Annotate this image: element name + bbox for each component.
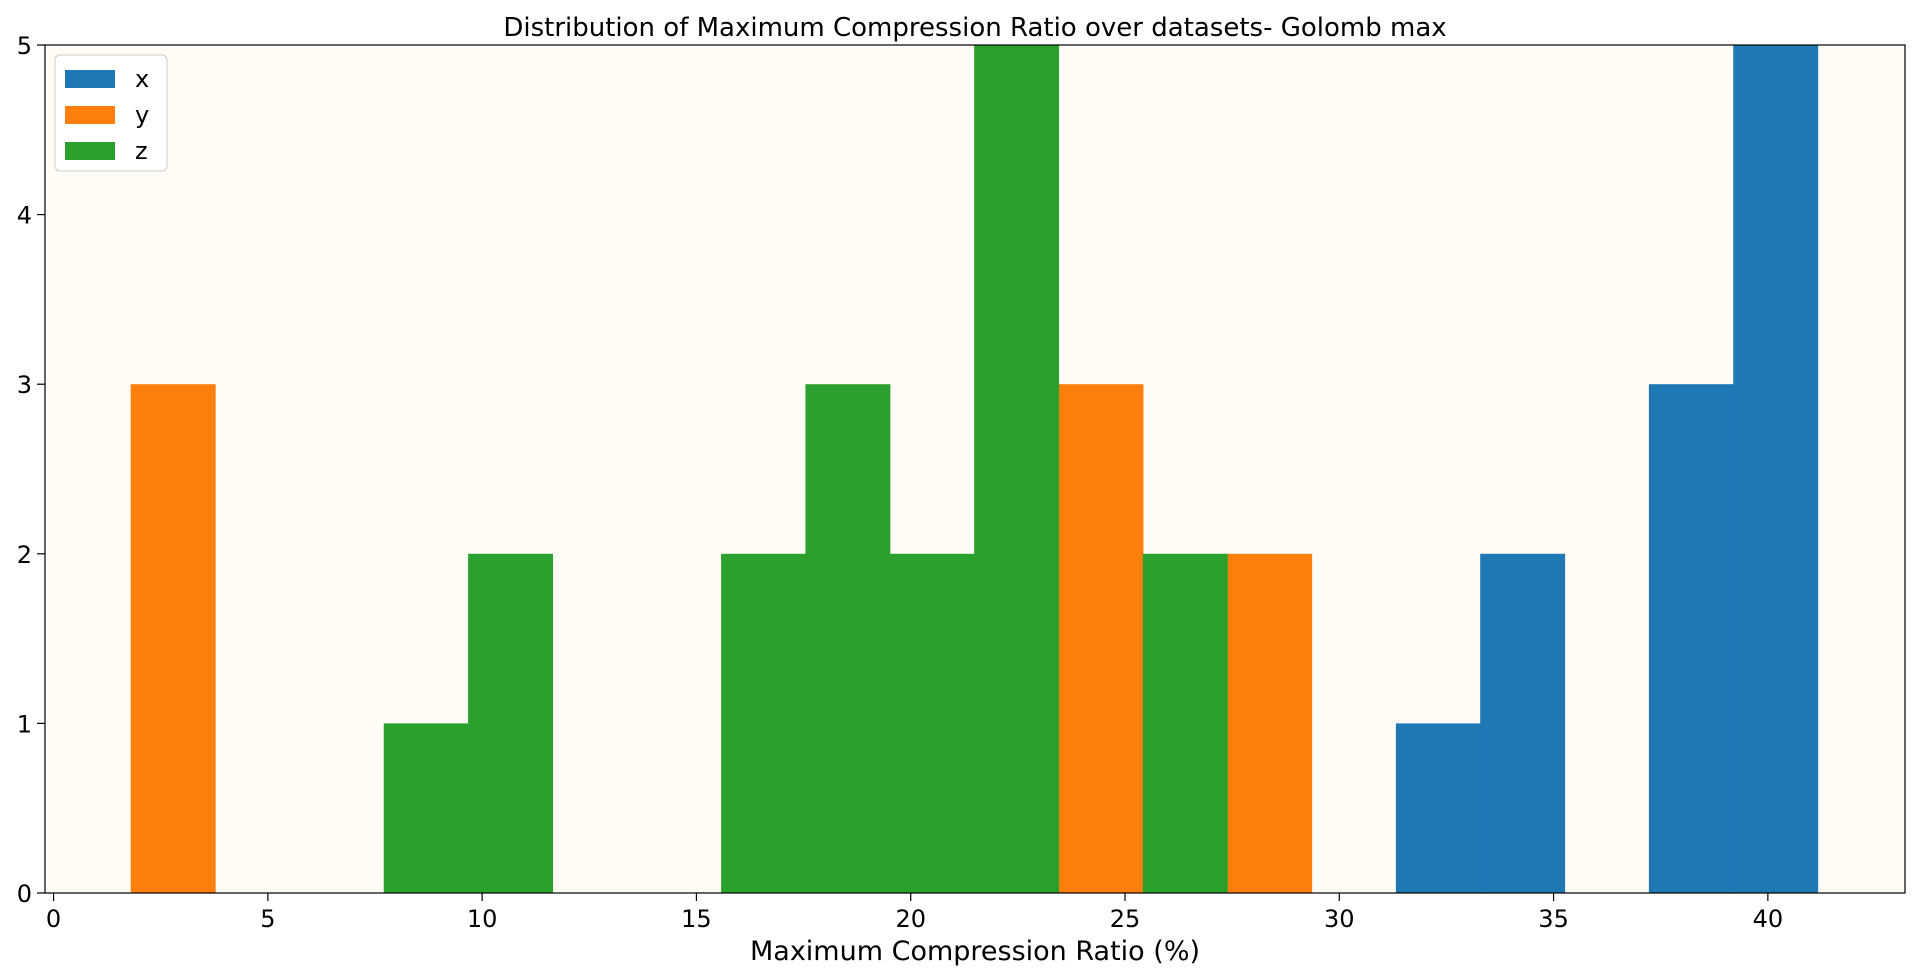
- y-tick-label: 5: [17, 32, 32, 60]
- legend-swatch-x: [65, 70, 115, 88]
- bar-z-bin-3: [383, 723, 469, 893]
- bar-y-bin-11: [1058, 384, 1144, 893]
- y-tick-label: 2: [17, 541, 32, 569]
- bar-x-bin-15: [1395, 723, 1481, 893]
- x-tick-label: 40: [1753, 905, 1784, 933]
- bar-z-bin-8: [805, 384, 891, 893]
- bars-layer: [130, 45, 1819, 893]
- x-tick-label: 25: [1110, 905, 1141, 933]
- bar-x-bin-19: [1733, 45, 1819, 893]
- legend-swatch-z: [65, 142, 115, 160]
- x-tick-label: 30: [1324, 905, 1355, 933]
- bar-x-bin-16: [1480, 553, 1566, 893]
- x-tick-label: 0: [46, 905, 61, 933]
- legend-swatch-y: [65, 106, 115, 124]
- y-tick-label: 3: [17, 371, 32, 399]
- x-tick-label: 5: [260, 905, 275, 933]
- y-tick-label: 0: [17, 880, 32, 908]
- y-tick-label: 1: [17, 710, 32, 738]
- x-tick-label: 10: [467, 905, 498, 933]
- x-axis-label: Maximum Compression Ratio (%): [750, 936, 1200, 967]
- bar-z-bin-10: [974, 45, 1060, 893]
- legend-label-y: y: [135, 101, 149, 129]
- bar-y-bin-0: [130, 384, 216, 893]
- bar-y-bin-13: [1227, 553, 1313, 893]
- y-tick-label: 4: [17, 202, 32, 230]
- legend-label-x: x: [135, 65, 149, 93]
- bar-x-bin-18: [1648, 384, 1734, 893]
- plot-frame: [44, 44, 1906, 894]
- x-axis-ticks: 0 5 10 15 20 25 30 35 40: [46, 893, 1783, 933]
- bar-z-bin-12: [1142, 553, 1228, 893]
- bar-z-bin-9: [889, 553, 975, 893]
- bar-z-bin-7: [721, 553, 807, 893]
- chart-title: Distribution of Maximum Compression Rati…: [503, 13, 1446, 43]
- bar-z-bin-4: [468, 553, 554, 893]
- y-axis-ticks: 0 1 2 3 4 5: [17, 32, 45, 908]
- x-tick-label: 20: [895, 905, 926, 933]
- x-tick-label: 35: [1538, 905, 1569, 933]
- legend: xyz: [54, 54, 168, 172]
- legend-label-z: z: [135, 137, 148, 165]
- x-tick-label: 15: [681, 905, 712, 933]
